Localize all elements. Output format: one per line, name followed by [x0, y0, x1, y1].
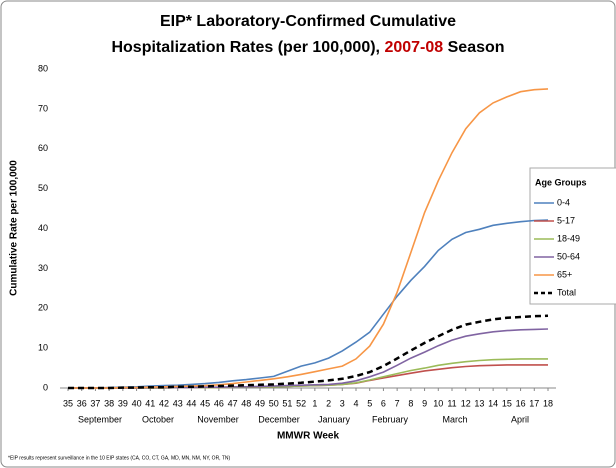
month-label: February [372, 414, 409, 424]
month-label: December [258, 414, 300, 424]
x-tick-label: 36 [77, 398, 87, 408]
legend-label: 65+ [557, 269, 572, 279]
x-tick-label: 44 [186, 398, 196, 408]
y-tick-label: 20 [38, 303, 48, 313]
footnote: *EIP results represent surveillance in t… [8, 455, 231, 461]
x-tick-label: 40 [132, 398, 142, 408]
x-tick-label: 15 [502, 398, 512, 408]
x-tick-label: 9 [422, 398, 427, 408]
x-tick-label: 14 [488, 398, 498, 408]
legend-title: Age Groups [535, 177, 587, 187]
legend-label: 0-4 [557, 197, 570, 207]
title-part: Season [443, 39, 504, 56]
y-tick-label: 50 [38, 183, 48, 193]
x-tick-label: 4 [353, 398, 358, 408]
x-tick-label: 46 [214, 398, 224, 408]
x-tick-label: 50 [269, 398, 279, 408]
x-tick-label: 10 [433, 398, 443, 408]
legend-label: 50-64 [557, 251, 580, 261]
legend-label: Total [557, 287, 576, 297]
x-tick-label: 35 [63, 398, 73, 408]
x-tick-label: 17 [529, 398, 539, 408]
legend-label: 5-17 [557, 215, 575, 225]
month-label: September [78, 414, 122, 424]
month-label: October [142, 414, 174, 424]
x-tick-label: 52 [296, 398, 306, 408]
x-tick-label: 16 [516, 398, 526, 408]
title-season: 2007-08 [384, 39, 443, 56]
month-label: January [318, 414, 351, 424]
y-tick-label: 30 [38, 263, 48, 273]
y-tick-label: 80 [38, 63, 48, 73]
x-tick-label: 2 [326, 398, 331, 408]
title-part: Hospitalization Rates (per 100,000), [111, 39, 384, 56]
x-tick-label: 3 [340, 398, 345, 408]
y-axis-label: Cumulative Rate per 100,000 [9, 160, 20, 296]
x-tick-label: 49 [255, 398, 265, 408]
x-tick-label: 37 [90, 398, 100, 408]
y-tick-label: 40 [38, 223, 48, 233]
x-tick-label: 38 [104, 398, 114, 408]
chart-title-line2: Hospitalization Rates (per 100,000), 200… [111, 39, 504, 56]
x-tick-label: 5 [367, 398, 372, 408]
series-line [68, 314, 549, 390]
x-tick-label: 39 [118, 398, 128, 408]
legend-label: 18-49 [557, 233, 580, 243]
x-tick-label: 45 [200, 398, 210, 408]
x-tick-label: 47 [228, 398, 238, 408]
x-tick-label: 48 [241, 398, 251, 408]
x-tick-label: 11 [447, 398, 456, 408]
x-tick-label: 42 [159, 398, 169, 408]
month-label: March [442, 414, 467, 424]
month-label: April [511, 414, 529, 424]
x-tick-label: 51 [282, 398, 292, 408]
x-tick-label: 7 [395, 398, 400, 408]
month-label: November [197, 414, 239, 424]
x-tick-label: 1 [312, 398, 317, 408]
x-tick-label: 41 [145, 398, 155, 408]
x-axis-label: MMWR Week [277, 431, 339, 442]
x-tick-label: 6 [381, 398, 386, 408]
x-tick-label: 18 [543, 398, 553, 408]
x-tick-label: 13 [474, 398, 484, 408]
x-tick-label: 8 [408, 398, 413, 408]
y-tick-label: 70 [38, 103, 48, 113]
y-tick-label: 10 [38, 343, 48, 353]
y-tick-label: 60 [38, 143, 48, 153]
legend-box [529, 167, 616, 305]
x-tick-label: 43 [173, 398, 183, 408]
y-tick-label: 0 [43, 382, 48, 392]
chart-title-line1: EIP* Laboratory-Confirmed Cumulative [160, 13, 456, 30]
x-tick-label: 12 [461, 398, 471, 408]
